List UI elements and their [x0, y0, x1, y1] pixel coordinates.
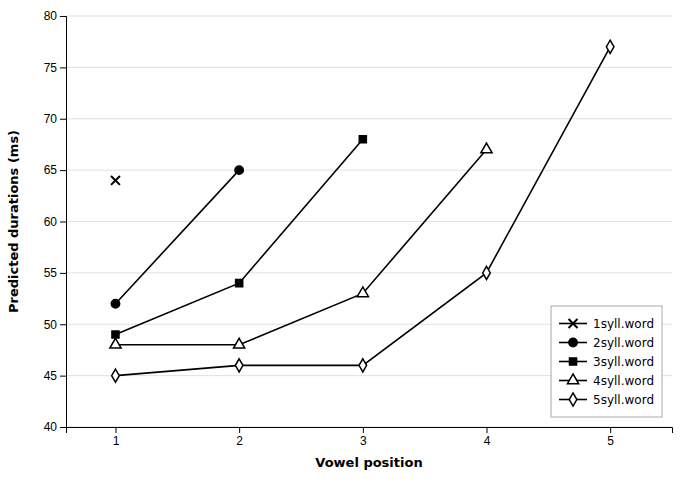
tick: 4 — [484, 427, 491, 448]
tick: 1 — [113, 427, 120, 448]
tick-label: 5 — [607, 434, 614, 448]
series-line — [115, 170, 239, 304]
y-axis: 40 45 50 55 60 65 70 75 80 — [44, 9, 67, 434]
legend-marker — [569, 358, 576, 365]
legend-label: 1syll.word — [593, 317, 654, 331]
tick-label: 80 — [44, 9, 58, 23]
tick-label: 55 — [44, 266, 58, 280]
tick: 40 — [44, 420, 66, 434]
tick-mark — [60, 170, 66, 171]
grid-line — [66, 272, 672, 273]
tick-mark — [60, 222, 66, 223]
x-axis-title: Vowel position — [315, 455, 422, 470]
legend-item: 4syll.word — [559, 374, 654, 388]
tick-label: 40 — [44, 420, 58, 434]
y-axis-title: Predicted durations (ms) — [6, 130, 21, 313]
legend-item: 3syll.word — [559, 355, 654, 369]
tick-mark — [60, 273, 66, 274]
legend-box — [551, 306, 662, 417]
chart: 123454045505560657075801syll.word2syll.w… — [0, 0, 694, 479]
tick-label: 70 — [44, 112, 58, 126]
point — [357, 287, 368, 297]
axis-line — [60, 17, 67, 428]
tick-mark — [60, 427, 66, 428]
tick-mark — [239, 427, 240, 433]
tick-mark — [610, 427, 611, 433]
tick: 75 — [44, 61, 66, 75]
tick-mark — [363, 427, 364, 433]
grid-line — [66, 16, 672, 17]
tick-mark — [60, 119, 66, 120]
legend-item: 5syll.word — [559, 393, 654, 407]
tick: 60 — [44, 215, 66, 229]
legend-label: 5syll.word — [593, 393, 654, 407]
point — [235, 166, 243, 174]
legend-marker — [569, 393, 577, 406]
legend: 1syll.word 2syll.word 3syll.word 4syll.word… — [551, 306, 662, 417]
point — [483, 266, 491, 279]
point — [359, 136, 366, 143]
tick: 70 — [44, 112, 66, 126]
y-grid — [66, 16, 672, 427]
axis-line — [67, 428, 673, 434]
point — [111, 300, 119, 308]
point — [111, 176, 120, 185]
legend-label: 2syll.word — [593, 336, 654, 350]
legend-label: 3syll.word — [593, 355, 654, 369]
point — [112, 369, 120, 382]
legend-marker — [569, 338, 577, 346]
tick-label: 50 — [44, 318, 58, 332]
tick-label: 3 — [360, 434, 367, 448]
tick-mark — [60, 376, 66, 377]
legend-marker — [567, 374, 578, 384]
tick-mark — [60, 67, 66, 68]
point — [606, 40, 614, 53]
tick-mark — [486, 427, 487, 433]
tick-label: 2 — [236, 434, 243, 448]
tick: 5 — [607, 427, 614, 448]
tick: 50 — [44, 318, 66, 332]
tick: 65 — [44, 163, 66, 177]
point — [236, 280, 243, 287]
tick: 3 — [360, 427, 367, 448]
series-line — [115, 150, 486, 345]
x-axis: 1 2 3 4 5 — [67, 427, 673, 448]
tick-label: 1 — [113, 434, 120, 448]
point — [235, 359, 243, 372]
tick-label: 65 — [44, 163, 58, 177]
legend-item: 2syll.word — [559, 336, 654, 350]
series-line — [115, 139, 362, 334]
tick-mark — [60, 324, 66, 325]
legend-marker — [569, 319, 578, 328]
legend-item: 1syll.word — [559, 317, 654, 331]
point — [110, 338, 121, 348]
tick: 55 — [44, 266, 66, 280]
grid-line — [66, 170, 672, 171]
plot: 123454045505560657075801syll.word2syll.w… — [44, 9, 673, 447]
tick-label: 75 — [44, 61, 58, 75]
tick: 2 — [236, 427, 243, 448]
series-line — [115, 47, 610, 376]
tick-label: 45 — [44, 369, 58, 383]
point — [234, 338, 245, 348]
legend-label: 4syll.word — [593, 374, 654, 388]
tick-mark — [60, 16, 66, 17]
grid-line — [66, 118, 672, 119]
grid-line — [66, 221, 672, 222]
point — [481, 143, 492, 153]
grid-line — [66, 67, 672, 68]
tick: 45 — [44, 369, 66, 383]
point — [359, 359, 367, 372]
marks — [110, 40, 614, 382]
tick-mark — [115, 427, 116, 433]
tick-label: 4 — [484, 434, 491, 448]
tick: 80 — [44, 9, 66, 23]
tick-label: 60 — [44, 215, 58, 229]
